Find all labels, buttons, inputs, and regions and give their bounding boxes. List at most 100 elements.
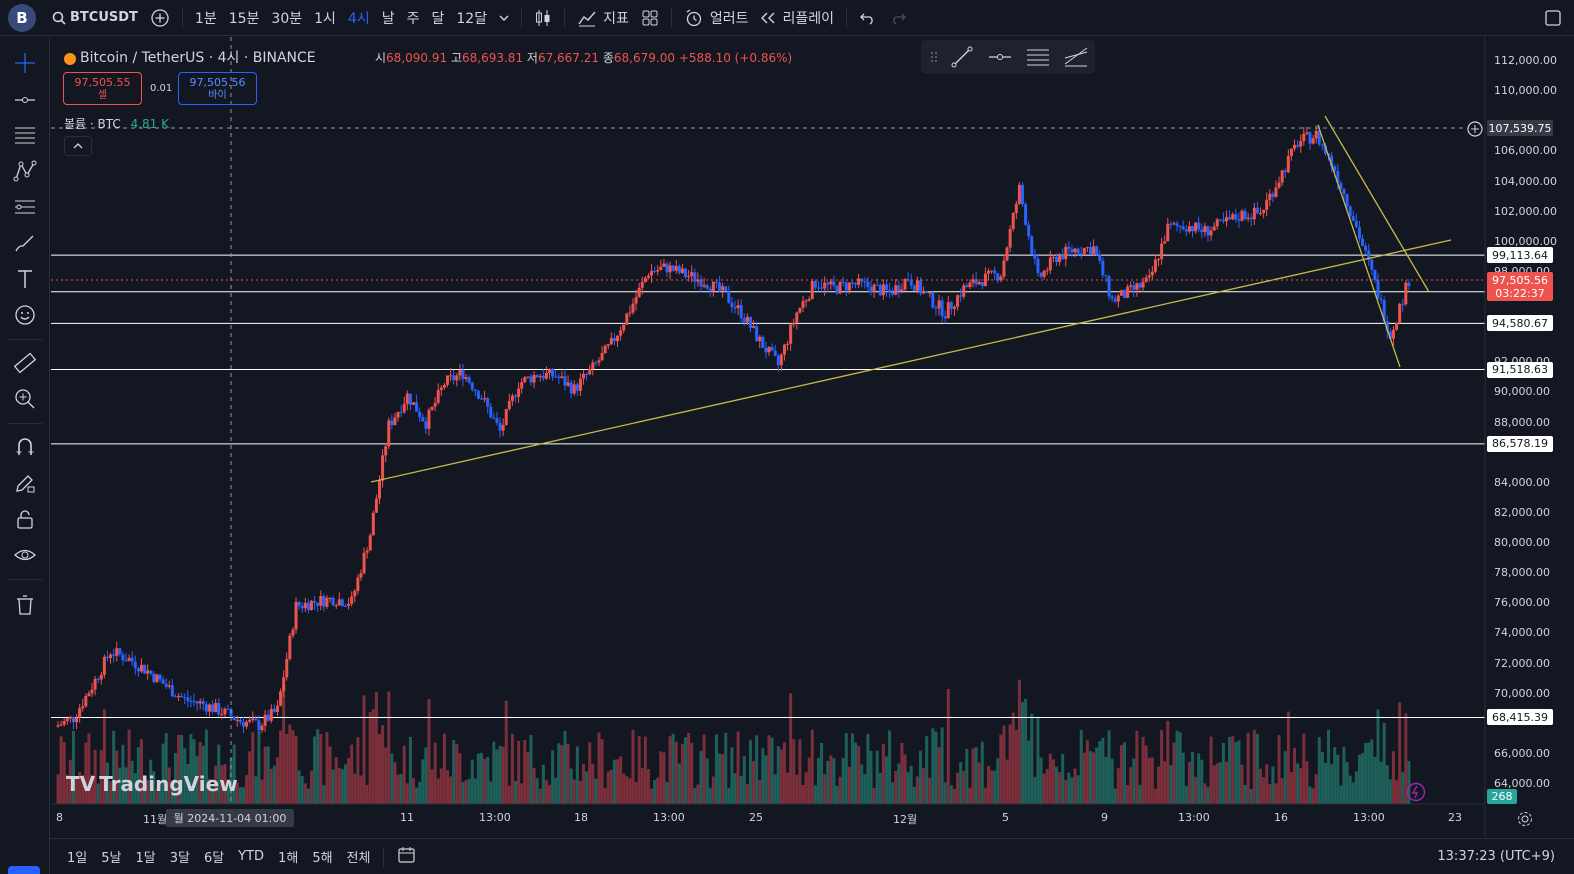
volume-bar: [433, 742, 437, 804]
trend-line[interactable]: [1324, 115, 1430, 293]
candle-body: [980, 281, 984, 286]
open-label: 시: [375, 51, 387, 65]
drag-handle-icon[interactable]: [929, 49, 939, 65]
user-avatar[interactable]: B: [8, 3, 36, 32]
indicators-button[interactable]: 지표: [571, 0, 635, 36]
lightning-button[interactable]: [1406, 782, 1426, 802]
horizontal-line-icon[interactable]: [987, 44, 1013, 70]
goto-date-button[interactable]: [390, 846, 424, 868]
volume-bar: [1141, 736, 1145, 804]
candle-body: [1061, 255, 1065, 260]
brush-tool[interactable]: [11, 229, 39, 257]
interval-1h[interactable]: 1시: [314, 10, 336, 27]
fullscreen-button[interactable]: [1538, 0, 1568, 36]
interval-15m[interactable]: 15분: [228, 10, 260, 27]
candle-body: [563, 376, 567, 386]
trend-line-icon[interactable]: [949, 44, 975, 70]
range-3m[interactable]: 3달: [169, 851, 190, 866]
symbol-search[interactable]: BTCUSDT: [46, 0, 144, 36]
range-1y[interactable]: 1해: [278, 851, 299, 866]
collapse-legend-button[interactable]: [64, 136, 92, 156]
volume-bar: [118, 767, 122, 804]
range-5y[interactable]: 5해: [312, 851, 333, 866]
candle-body: [1172, 223, 1176, 225]
interval-12mo[interactable]: 12달: [456, 10, 488, 27]
emoji-tool[interactable]: [11, 301, 39, 329]
volume-bar: [480, 752, 484, 804]
volume-bar: [248, 751, 252, 804]
projection-tool[interactable]: [11, 193, 39, 221]
candle-body: [1024, 204, 1028, 225]
layouts-button[interactable]: [635, 0, 665, 36]
interval-1m[interactable]: 1분: [194, 10, 217, 27]
horizontal-level-label: 107,539.75: [1487, 120, 1553, 137]
volume-bar: [943, 782, 947, 804]
calendar-icon: [398, 846, 416, 863]
redo-button[interactable]: [883, 0, 913, 36]
pattern-tool[interactable]: [11, 157, 39, 185]
price-chart[interactable]: [0, 0, 1574, 838]
side-panel-toggle[interactable]: [8, 866, 40, 874]
range-1m[interactable]: 1달: [135, 851, 156, 866]
volume-bar: [303, 783, 307, 804]
undo-button[interactable]: [853, 0, 883, 36]
chart-type-button[interactable]: [528, 0, 558, 36]
candle-body: [211, 704, 215, 712]
replay-button[interactable]: 리플레이: [754, 0, 840, 36]
volume-bar: [241, 787, 245, 804]
parallel-channel-icon[interactable]: [1025, 44, 1051, 70]
volume-bar: [393, 762, 397, 804]
volume-bar: [1147, 757, 1151, 804]
interval-1d[interactable]: 날: [381, 10, 395, 27]
hide-drawings-tool[interactable]: [11, 541, 39, 569]
candle-body: [377, 480, 381, 499]
compare-button[interactable]: [144, 0, 176, 36]
volume-bar: [928, 777, 932, 804]
candle-body: [1268, 193, 1272, 200]
candle-body: [792, 322, 796, 325]
volume-bar: [724, 732, 728, 804]
interval-1w[interactable]: 주: [406, 10, 420, 27]
remove-drawings-tool[interactable]: [11, 591, 39, 619]
candle-body: [1305, 132, 1309, 134]
buy-button[interactable]: 97,505.56 바이: [178, 72, 257, 105]
time-axis-label: 25: [749, 811, 763, 824]
interval-30m[interactable]: 30분: [271, 10, 303, 27]
clock[interactable]: 13:37:23 (UTC+9): [1437, 849, 1555, 864]
zoom-in-icon: [15, 389, 35, 409]
lock-drawings-tool[interactable]: [11, 505, 39, 533]
interval-dropdown[interactable]: [493, 0, 515, 36]
magnet-tool[interactable]: [11, 433, 39, 461]
range-ytd[interactable]: YTD: [238, 849, 265, 864]
zoom-tool[interactable]: [11, 385, 39, 413]
candle-body: [730, 302, 734, 308]
interval-4h[interactable]: 4시: [347, 10, 370, 27]
price-axis-label: 74,000.00: [1494, 626, 1550, 640]
range-1d[interactable]: 1일: [67, 851, 88, 866]
add-alert-button[interactable]: [1466, 120, 1484, 138]
candle-body: [334, 605, 338, 607]
volume-bar: [211, 787, 215, 804]
candle-body: [631, 303, 635, 313]
volume-bar: [884, 756, 888, 804]
candle-body: [928, 292, 932, 294]
fib-tool[interactable]: [11, 121, 39, 149]
range-all[interactable]: 전체: [346, 851, 371, 866]
trend-line[interactable]: [1317, 124, 1401, 368]
trendline-tool[interactable]: [11, 86, 39, 114]
axis-settings-button[interactable]: [1516, 810, 1534, 828]
volume-bar: [62, 742, 66, 804]
alert-button[interactable]: 얼러트: [678, 0, 755, 36]
measure-tool[interactable]: [11, 349, 39, 377]
sell-button[interactable]: 97,505.55 셀: [63, 72, 142, 105]
fib-channel-icon[interactable]: [1063, 44, 1089, 70]
range-6m[interactable]: 6달: [203, 851, 225, 866]
range-5d[interactable]: 5날: [101, 851, 122, 866]
interval-1mo[interactable]: 달: [431, 10, 445, 27]
candle-body: [109, 654, 113, 659]
stay-drawing-tool[interactable]: [11, 469, 39, 497]
volume-bar: [764, 755, 768, 804]
text-tool[interactable]: [11, 265, 39, 293]
volume-bar: [1042, 773, 1046, 804]
crosshair-tool[interactable]: [11, 49, 39, 77]
